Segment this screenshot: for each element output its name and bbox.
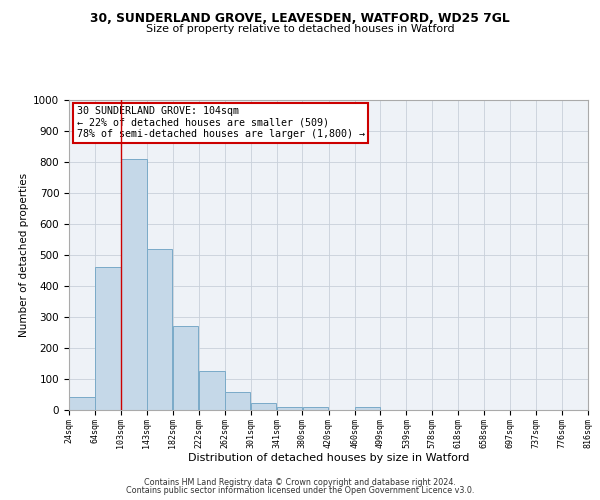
- Bar: [355, 407, 380, 410]
- Bar: [302, 407, 328, 410]
- Text: Contains public sector information licensed under the Open Government Licence v3: Contains public sector information licen…: [126, 486, 474, 495]
- X-axis label: Distribution of detached houses by size in Watford: Distribution of detached houses by size …: [188, 453, 469, 463]
- Text: 30 SUNDERLAND GROVE: 104sqm
← 22% of detached houses are smaller (509)
78% of se: 30 SUNDERLAND GROVE: 104sqm ← 22% of det…: [77, 106, 365, 140]
- Bar: [121, 159, 147, 410]
- Bar: [147, 249, 172, 410]
- Bar: [173, 326, 199, 410]
- Bar: [199, 371, 225, 410]
- Bar: [277, 407, 302, 410]
- Text: Contains HM Land Registry data © Crown copyright and database right 2024.: Contains HM Land Registry data © Crown c…: [144, 478, 456, 487]
- Bar: [95, 268, 121, 410]
- Bar: [69, 397, 95, 410]
- Y-axis label: Number of detached properties: Number of detached properties: [19, 173, 29, 337]
- Bar: [251, 403, 277, 410]
- Text: 30, SUNDERLAND GROVE, LEAVESDEN, WATFORD, WD25 7GL: 30, SUNDERLAND GROVE, LEAVESDEN, WATFORD…: [90, 12, 510, 26]
- Bar: [225, 392, 250, 410]
- Text: Size of property relative to detached houses in Watford: Size of property relative to detached ho…: [146, 24, 454, 34]
